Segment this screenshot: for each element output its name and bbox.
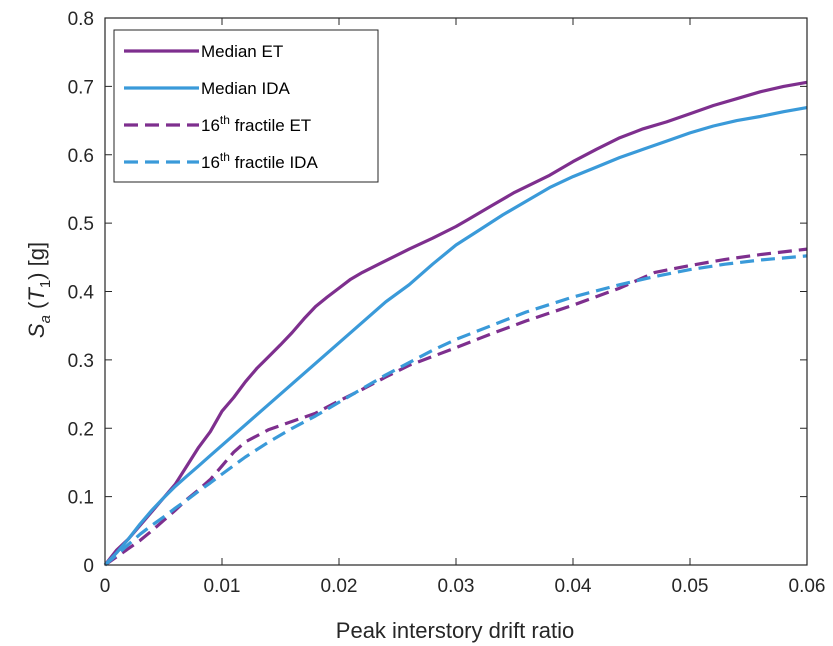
y-tick-label: 0.6 — [68, 146, 94, 167]
x-tick-label: 0.03 — [438, 576, 475, 597]
y-label-var: T — [24, 287, 49, 302]
series-line-2 — [104, 247, 808, 567]
y-tick-label: 0.8 — [68, 9, 94, 30]
y-tick-label: 0.4 — [68, 283, 95, 304]
legend-box — [113, 29, 379, 183]
x-tick-label: 0.04 — [555, 576, 592, 597]
y-tick-label: 0 — [83, 556, 94, 577]
legend: Median ET Median IDA 16th fractile ET 16th … — [113, 29, 379, 183]
legend-label-3: 16th fractile IDA — [201, 150, 318, 172]
y-label-main: S — [24, 323, 49, 338]
legend-label-0: Median ET — [201, 42, 283, 61]
y-axis-label: Sa (T1) [g] — [24, 242, 54, 338]
y-tick-label: 0.1 — [68, 488, 94, 509]
series-line-0 — [103, 80, 808, 566]
legend-label-2: 16th fractile ET — [201, 113, 311, 135]
x-axis-label: Peak interstory drift ratio — [336, 618, 574, 643]
y-label-open: ( — [24, 301, 49, 315]
series-layer — [103, 80, 808, 567]
ticks-layer: 0 0.01 0.02 0.03 0.04 0.05 0.06 0 0.1 0.2 0.3 0.4 0.… — [68, 9, 826, 597]
x-tick-label: 0.02 — [321, 576, 358, 597]
y-label-close: ) [g] — [24, 242, 49, 280]
y-tick-label: 0.5 — [68, 214, 94, 235]
y-tick-label: 0.3 — [68, 351, 94, 372]
y-label-sub: a — [37, 315, 54, 323]
x-tick-label: 0.06 — [789, 576, 826, 597]
legend-label-1: Median IDA — [201, 79, 290, 98]
x-tick-label: 0.01 — [204, 576, 241, 597]
y-label-var-sub: 1 — [37, 280, 54, 288]
x-tick-label: 0.05 — [672, 576, 709, 597]
series-line-3 — [103, 254, 808, 567]
y-tick-label: 0.7 — [68, 77, 94, 98]
legend-items: Median ET Median IDA 16th fractile ET 16th … — [124, 42, 318, 172]
x-tick-label: 0 — [100, 576, 111, 597]
series-line-1 — [103, 106, 808, 567]
y-tick-label: 0.2 — [68, 419, 94, 440]
